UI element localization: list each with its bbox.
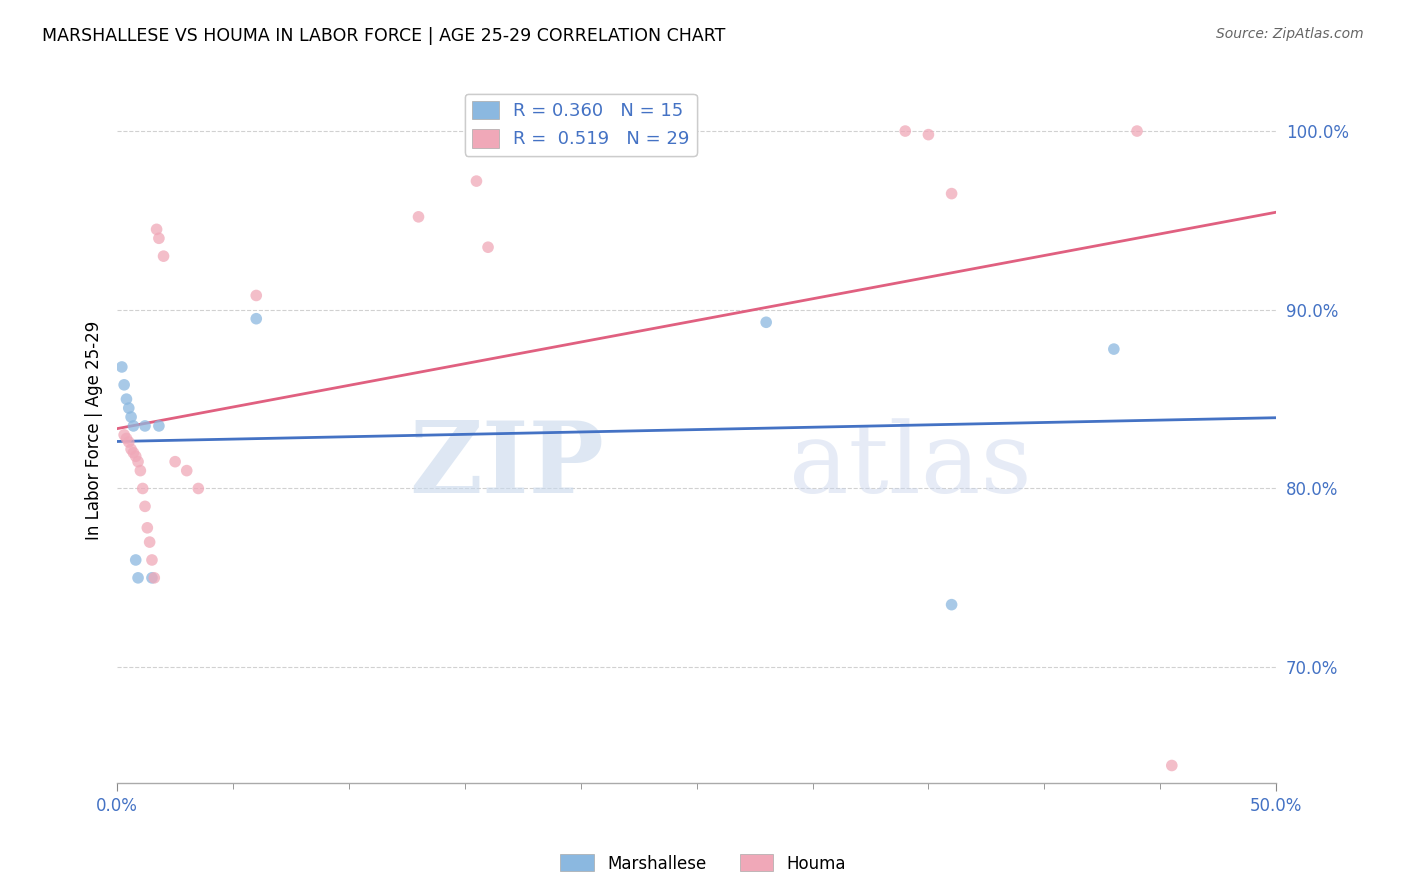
Point xyxy=(141,553,163,567)
Point xyxy=(245,311,267,326)
Point xyxy=(118,435,141,450)
Point xyxy=(187,482,209,496)
Point xyxy=(245,288,267,302)
Point xyxy=(131,482,153,496)
Point xyxy=(145,222,167,236)
Point xyxy=(152,249,174,263)
Point xyxy=(120,409,142,424)
Point xyxy=(1102,342,1125,356)
Text: MARSHALLESE VS HOUMA IN LABOR FORCE | AGE 25-29 CORRELATION CHART: MARSHALLESE VS HOUMA IN LABOR FORCE | AG… xyxy=(42,27,725,45)
Point xyxy=(112,377,135,392)
Point xyxy=(136,521,159,535)
Point xyxy=(122,419,145,434)
Point xyxy=(165,455,187,469)
Point xyxy=(755,315,778,329)
Point xyxy=(477,240,499,254)
Point xyxy=(111,359,134,374)
Point xyxy=(148,419,170,434)
Point xyxy=(118,401,141,415)
Point xyxy=(112,428,135,442)
Point xyxy=(894,124,917,138)
Point xyxy=(125,553,148,567)
Point xyxy=(148,231,170,245)
Point xyxy=(115,432,138,446)
Point xyxy=(465,174,488,188)
Text: atlas: atlas xyxy=(789,417,1032,514)
Y-axis label: In Labor Force | Age 25-29: In Labor Force | Age 25-29 xyxy=(86,321,103,540)
Point xyxy=(134,500,156,514)
Point xyxy=(1126,124,1149,138)
Point xyxy=(141,571,163,585)
Point xyxy=(1160,758,1182,772)
Text: Source: ZipAtlas.com: Source: ZipAtlas.com xyxy=(1216,27,1364,41)
Point xyxy=(127,455,149,469)
Point xyxy=(138,535,160,549)
Point xyxy=(917,128,939,142)
Legend: Marshallese, Houma: Marshallese, Houma xyxy=(554,847,852,880)
Point xyxy=(122,446,145,460)
Point xyxy=(176,464,198,478)
Point xyxy=(134,419,156,434)
Point xyxy=(115,392,138,406)
Text: ZIP: ZIP xyxy=(409,417,605,514)
Point xyxy=(127,571,149,585)
Point xyxy=(941,186,963,201)
Point xyxy=(143,571,166,585)
Point xyxy=(125,450,148,464)
Point xyxy=(408,210,430,224)
Point xyxy=(129,464,152,478)
Point xyxy=(941,598,963,612)
Point xyxy=(120,442,142,457)
Legend: R = 0.360   N = 15, R =  0.519   N = 29: R = 0.360 N = 15, R = 0.519 N = 29 xyxy=(464,94,697,156)
